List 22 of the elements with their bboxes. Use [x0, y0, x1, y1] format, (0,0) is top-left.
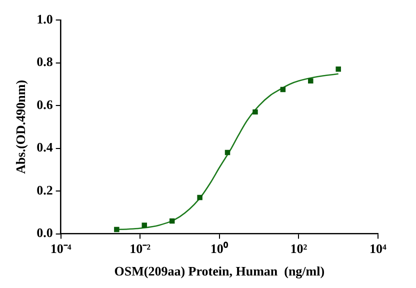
point — [114, 226, 120, 232]
y-tick-label: 0.6 — [36, 96, 54, 112]
point — [336, 66, 341, 72]
x-tick-label: 10⁰ — [210, 240, 228, 256]
y-axis-title: Abs.(OD.490nm) — [13, 80, 28, 174]
point — [280, 86, 286, 92]
y-tick-label: 0.4 — [36, 140, 54, 155]
y-tick-label: 1.0 — [36, 11, 53, 26]
y-tick-label: 0.8 — [36, 54, 54, 70]
x-tick-label: 10⁻⁴ — [50, 240, 72, 256]
point — [142, 222, 148, 228]
y-tick-label: 0.0 — [36, 225, 53, 240]
x-axis-title: OSM(209aa) Protein, Human (ng/ml) — [114, 264, 325, 279]
point — [197, 194, 202, 200]
x-tick-label: 10⁻² — [130, 240, 151, 256]
point — [224, 150, 230, 156]
x-tick-label: 10² — [290, 240, 308, 256]
x-tick-label: 10⁴ — [370, 240, 387, 256]
point — [169, 218, 175, 224]
point — [252, 109, 258, 115]
point — [308, 78, 314, 84]
y-tick-label: 0.2 — [36, 182, 53, 198]
